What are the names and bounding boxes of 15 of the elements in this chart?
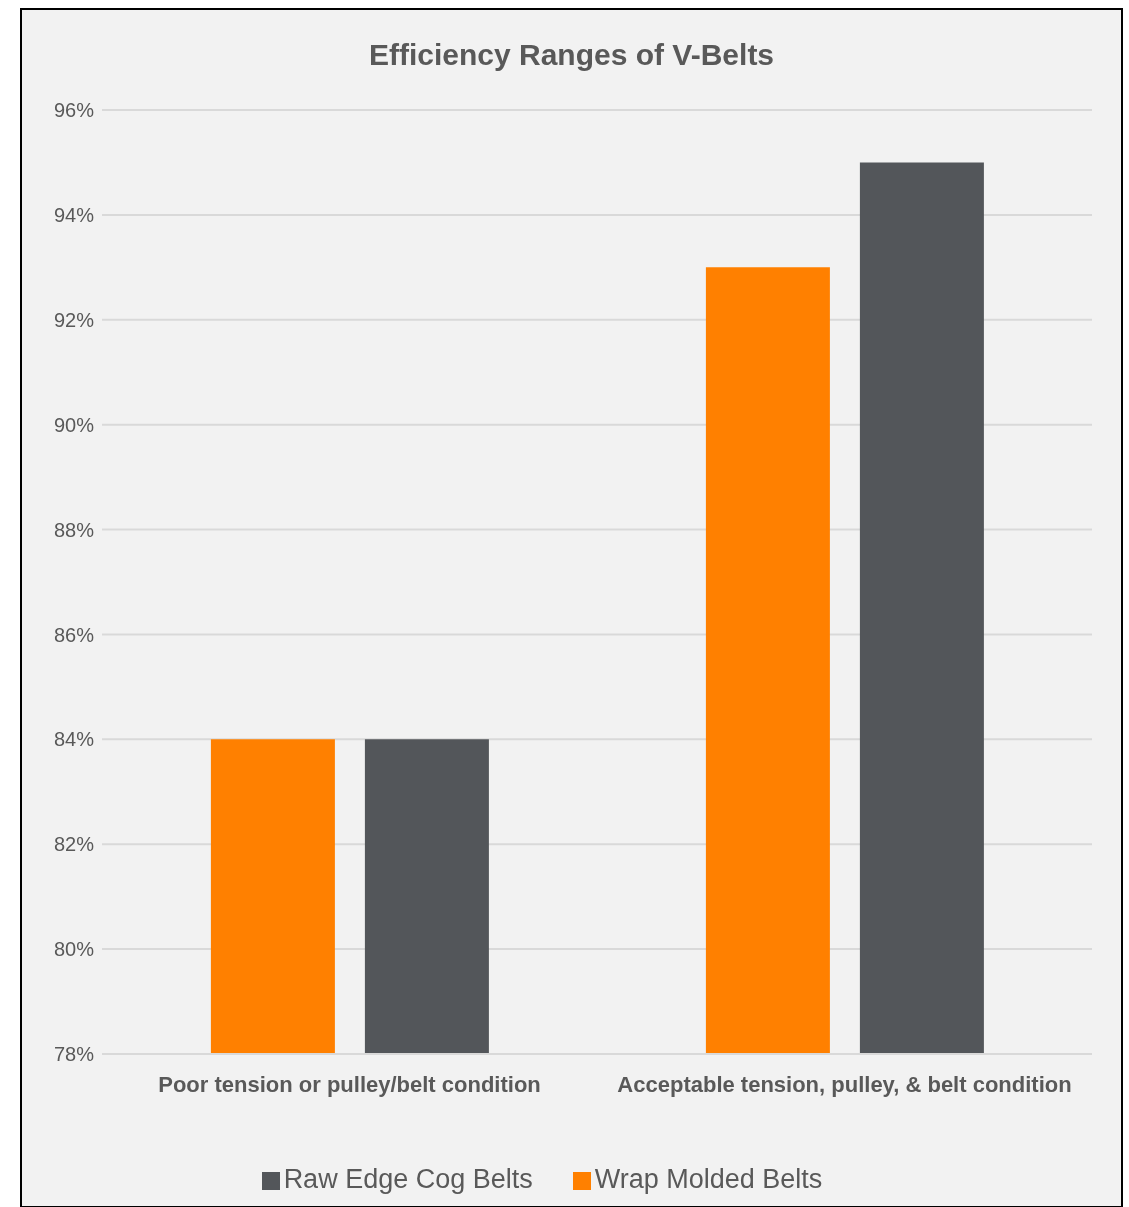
y-tick-label: 96% bbox=[53, 99, 95, 122]
x-tick-label: Acceptable tension, pulley, & belt condition bbox=[617, 1071, 1072, 1097]
legend-label: Wrap Molded Belts bbox=[594, 1164, 823, 1194]
y-tick-label: 90% bbox=[53, 413, 95, 436]
y-tick-label: 80% bbox=[53, 938, 95, 961]
y-tick-label: 88% bbox=[53, 518, 95, 541]
y-tick-label: 82% bbox=[53, 833, 95, 856]
y-tick-label: 92% bbox=[53, 308, 95, 331]
y-tick-label: 86% bbox=[53, 623, 95, 646]
y-tick-label: 94% bbox=[53, 203, 95, 226]
y-tick-label: 84% bbox=[53, 728, 95, 751]
y-tick-label: 78% bbox=[53, 1043, 95, 1066]
x-tick-label: Poor tension or pulley/belt condition bbox=[158, 1071, 541, 1097]
legend-label: Raw Edge Cog Belts bbox=[283, 1164, 533, 1194]
chart-title: Efficiency Ranges of V-Belts bbox=[367, 38, 776, 72]
